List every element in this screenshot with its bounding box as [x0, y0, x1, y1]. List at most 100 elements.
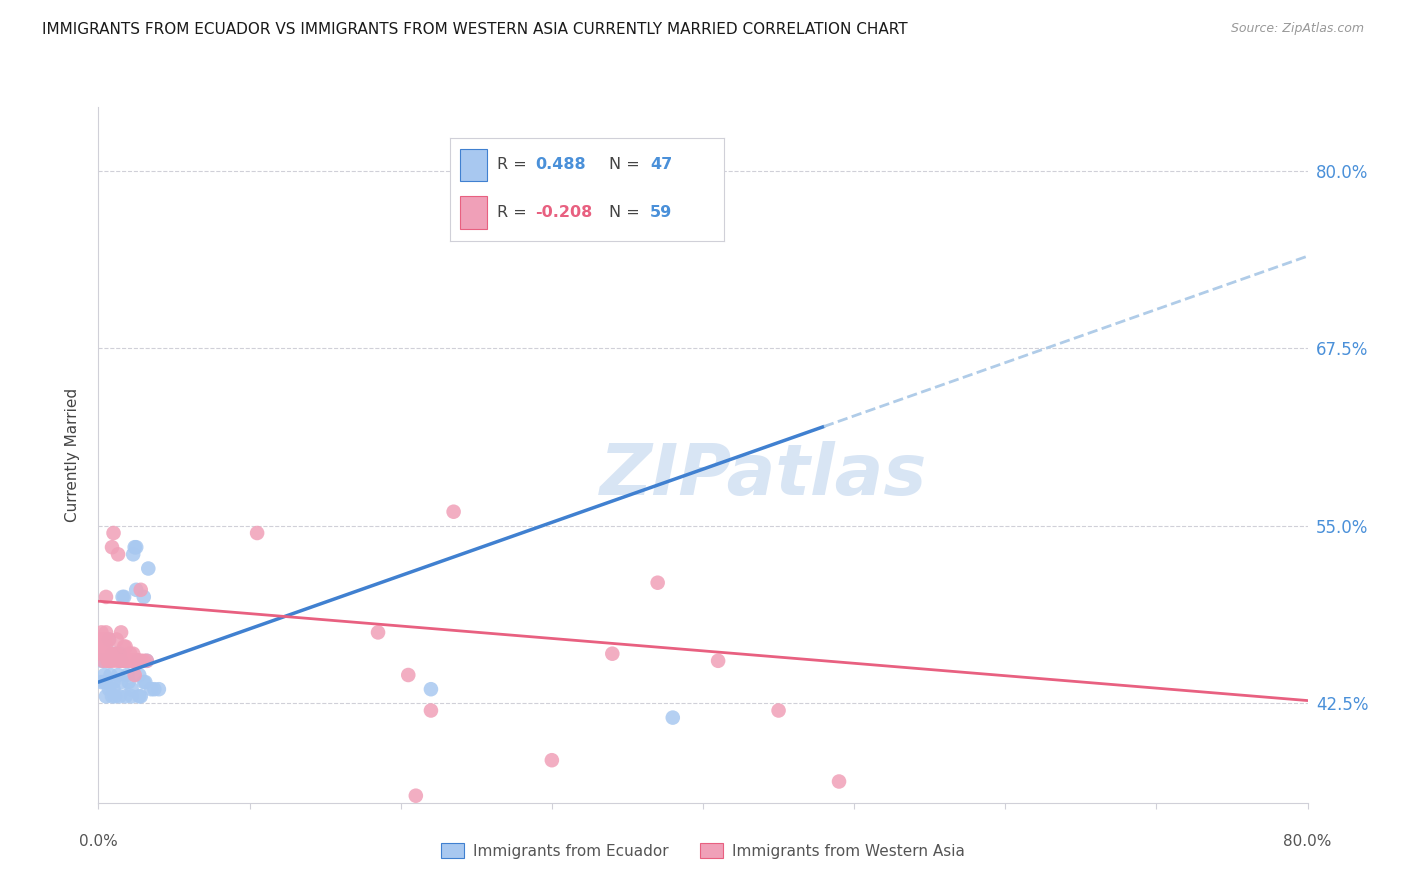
Point: [129, 654, 152, 668]
Legend: Immigrants from Ecuador, Immigrants from Western Asia: Immigrants from Ecuador, Immigrants from…: [436, 837, 970, 864]
Point: [96, 647, 118, 661]
Point: [128, 654, 150, 668]
Point: [367, 625, 389, 640]
Point: [103, 682, 125, 697]
Point: [108, 654, 131, 668]
Point: [104, 647, 127, 661]
Point: [122, 647, 145, 661]
Point: [98, 654, 121, 668]
Point: [110, 654, 132, 668]
Point: [105, 647, 128, 661]
Point: [91, 640, 114, 654]
Point: [96, 654, 118, 668]
Point: [111, 590, 134, 604]
Y-axis label: Currently Married: Currently Married: [65, 388, 80, 522]
Text: Source: ZipAtlas.com: Source: ZipAtlas.com: [1230, 22, 1364, 36]
Point: [118, 675, 141, 690]
Point: [134, 675, 156, 690]
Point: [101, 540, 124, 554]
Point: [89, 632, 111, 647]
Point: [98, 654, 121, 668]
Text: N =: N =: [609, 157, 645, 172]
Bar: [460, 195, 486, 228]
Point: [94, 625, 117, 640]
Text: R =: R =: [496, 204, 531, 219]
Point: [129, 582, 152, 597]
Point: [101, 690, 124, 704]
Point: [148, 682, 170, 697]
Point: [98, 632, 121, 647]
Point: [107, 668, 129, 682]
Point: [93, 668, 115, 682]
Point: [115, 668, 138, 682]
Point: [103, 654, 125, 668]
Point: [90, 654, 112, 668]
Point: [112, 640, 135, 654]
Point: [112, 654, 135, 668]
Text: 59: 59: [650, 204, 672, 219]
Point: [143, 682, 166, 697]
Point: [121, 690, 143, 704]
Text: N =: N =: [609, 204, 645, 219]
Point: [121, 682, 143, 697]
Point: [100, 654, 122, 668]
Text: ZIPatlas: ZIPatlas: [600, 442, 927, 510]
Point: [420, 704, 443, 718]
Point: [124, 668, 146, 682]
Point: [100, 647, 122, 661]
Point: [103, 675, 125, 690]
Text: 47: 47: [650, 157, 672, 172]
Text: -0.208: -0.208: [534, 204, 592, 219]
Point: [114, 690, 136, 704]
Text: 0.0%: 0.0%: [79, 834, 118, 849]
Point: [128, 690, 150, 704]
Point: [121, 654, 143, 668]
Point: [89, 640, 111, 654]
Point: [662, 710, 685, 724]
Point: [246, 526, 269, 541]
Point: [121, 654, 143, 668]
Point: [105, 632, 128, 647]
Point: [127, 654, 149, 668]
Point: [93, 632, 115, 647]
Point: [602, 647, 624, 661]
Point: [136, 561, 159, 575]
Point: [420, 682, 443, 697]
Point: [128, 668, 150, 682]
Point: [118, 654, 141, 668]
Point: [396, 668, 419, 682]
Text: IMMIGRANTS FROM ECUADOR VS IMMIGRANTS FROM WESTERN ASIA CURRENTLY MARRIED CORREL: IMMIGRANTS FROM ECUADOR VS IMMIGRANTS FR…: [42, 22, 908, 37]
Point: [122, 547, 145, 561]
Point: [100, 668, 122, 682]
Point: [94, 690, 117, 704]
Point: [405, 789, 427, 803]
Point: [104, 690, 127, 704]
Point: [89, 647, 111, 661]
Point: [443, 505, 465, 519]
Point: [132, 675, 155, 690]
Point: [111, 654, 134, 668]
Point: [125, 540, 148, 554]
Point: [90, 675, 112, 690]
Point: [127, 654, 149, 668]
Text: 80.0%: 80.0%: [1284, 834, 1331, 849]
Point: [93, 654, 115, 668]
Point: [128, 654, 150, 668]
Point: [141, 682, 163, 697]
Point: [135, 654, 157, 668]
Point: [105, 647, 128, 661]
Point: [129, 690, 152, 704]
Text: 0.488: 0.488: [534, 157, 585, 172]
Point: [108, 647, 131, 661]
Point: [122, 654, 145, 668]
Point: [107, 547, 129, 561]
Point: [108, 690, 131, 704]
Point: [132, 590, 155, 604]
Point: [91, 654, 114, 668]
Point: [120, 647, 142, 661]
Point: [110, 625, 132, 640]
Bar: [460, 149, 486, 181]
Point: [114, 640, 136, 654]
Point: [98, 632, 121, 647]
Point: [94, 590, 117, 604]
